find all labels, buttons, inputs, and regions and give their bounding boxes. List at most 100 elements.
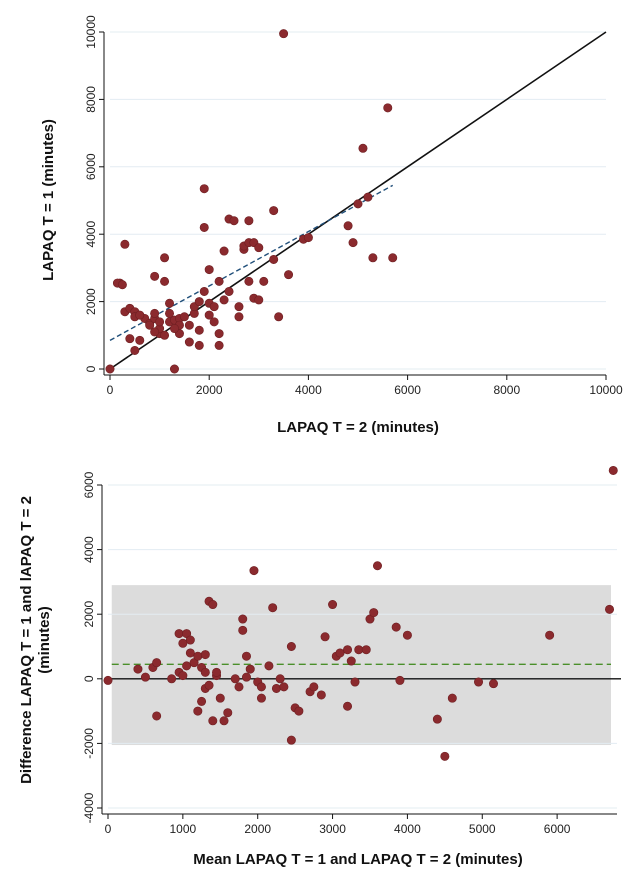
data-point [275,674,285,684]
data-point [271,683,281,693]
data-point [135,335,145,345]
y-tick-label: 8000 [84,86,98,113]
data-point [369,608,379,618]
data-point [350,677,360,687]
data-point [241,672,251,682]
y-tick-label: 0 [84,365,98,372]
x-axis-title: LAPAQ T = 2 (minutes) [277,419,439,436]
data-point [165,308,175,318]
data-point [215,693,225,703]
data-point [346,656,356,666]
data-point [155,317,165,327]
x-tick-label: 4000 [295,383,322,397]
data-point [488,679,498,689]
data-point [245,664,255,674]
data-point [241,651,251,661]
data-point [160,276,170,286]
data-points [105,29,398,374]
data-point [244,276,254,286]
data-point [194,297,204,307]
data-point [269,254,279,264]
y-axis-title-line-2: (minutes) [36,606,53,674]
y-tick-label: 4000 [84,221,98,248]
data-point [199,184,209,194]
x-tick-label: 0 [105,822,112,836]
data-point [199,222,209,232]
data-point [343,221,353,231]
data-point [254,243,264,253]
data-point [219,246,229,256]
data-point [335,648,345,658]
data-point [174,629,184,639]
data-point [256,682,266,692]
data-point [354,645,364,655]
data-point [184,320,194,330]
y-tick-label: 6000 [82,471,96,498]
y-tick-label: -2000 [82,728,96,759]
data-point [343,701,353,711]
x-tick-label: 3000 [319,822,346,836]
data-point [169,324,179,334]
grid-lines [110,31,606,370]
data-point [214,340,224,350]
data-point [150,308,160,318]
data-point [160,253,170,263]
x-tick-label: 6000 [394,383,421,397]
data-point [395,675,405,685]
x-tick-label: 2000 [244,822,271,836]
data-point [219,716,229,726]
axes [101,485,617,815]
data-point [219,295,229,305]
x-tick-label: 1000 [170,822,197,836]
x-axis-title: Mean LAPAQ T = 1 and LAPAQ T = 2 (minute… [193,851,523,868]
data-point [274,312,284,322]
data-point [264,661,274,671]
data-point [286,641,296,651]
x-tick-label: 0 [107,383,114,397]
y-tick-label: 6000 [84,153,98,180]
data-point [199,286,209,296]
data-point [193,706,203,716]
data-point [368,253,378,263]
data-point [249,566,259,576]
y-axis-title-line-1: Difference LAPAQ T = 1 and lAPAQ T = 2 [18,496,35,784]
y-tick-label: -4000 [82,792,96,823]
data-point [372,561,382,571]
regression-line [109,184,394,341]
data-point [179,312,189,322]
data-point [208,716,218,726]
data-point [383,103,393,113]
x-tick-label: 5000 [469,822,496,836]
y-tick-label: 10000 [84,15,98,49]
data-point [152,658,162,668]
x-tick-label: 2000 [196,383,223,397]
data-point [238,614,248,624]
data-point [363,192,373,202]
x-tick-label: 4000 [394,822,421,836]
data-point [200,650,210,660]
data-point [209,302,219,312]
y-tick-labels: 0 2000 4000 6000 8000 10000 [84,15,104,372]
data-point [254,295,264,305]
data-point [284,270,294,280]
data-point [140,672,150,682]
data-point [608,465,618,475]
data-point [208,600,218,610]
data-point [353,199,363,209]
data-point [214,329,224,339]
data-point [184,337,194,347]
data-point [212,667,222,677]
data-point [259,276,269,286]
data-point [103,675,113,685]
bland-altman-chart: 0 1000 2000 3000 4000 5000 6000 -4000 -2000 0 200… [18,465,621,868]
data-point [185,648,195,658]
data-point [402,630,412,640]
data-point [178,671,188,681]
data-point [169,364,179,374]
data-point [194,340,204,350]
y-tick-label: 2000 [82,601,96,628]
data-point [182,661,192,671]
data-point [165,298,175,308]
data-point [125,334,135,344]
scatter-chart: 0 2000 4000 6000 8000 10000 0 2000 4000 6000 8000… [40,15,623,436]
